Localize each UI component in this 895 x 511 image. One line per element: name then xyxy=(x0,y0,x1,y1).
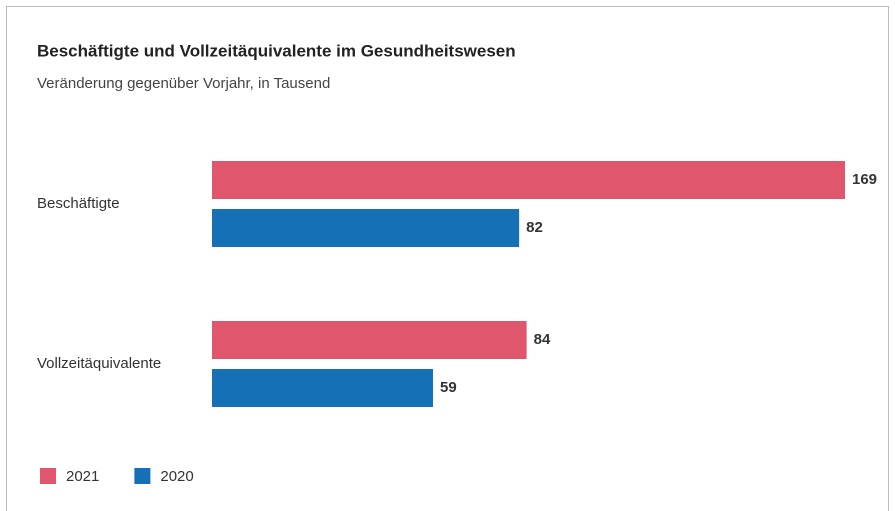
bar xyxy=(212,369,433,407)
legend-swatch xyxy=(134,468,151,484)
value-label: 84 xyxy=(534,331,551,348)
legend-label: 2020 xyxy=(160,468,193,485)
value-label: 169 xyxy=(852,171,877,188)
category-label: Vollzeitäquivalente xyxy=(37,355,161,372)
bar xyxy=(212,321,527,359)
legend-swatch xyxy=(40,468,56,484)
value-label: 82 xyxy=(526,219,543,236)
chart-title: Beschäftigte und Vollzeitäquivalente im … xyxy=(37,41,516,60)
bar xyxy=(212,161,845,199)
frame xyxy=(6,6,889,511)
category-label: Beschäftigte xyxy=(37,195,120,212)
legend-label: 2021 xyxy=(66,468,99,485)
chart-subtitle: Veränderung gegenüber Vorjahr, in Tausen… xyxy=(37,75,330,92)
bar xyxy=(212,209,520,247)
value-label: 59 xyxy=(440,379,457,396)
